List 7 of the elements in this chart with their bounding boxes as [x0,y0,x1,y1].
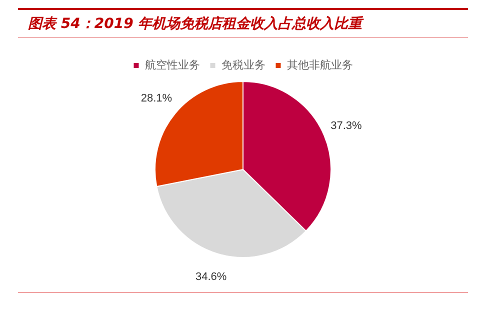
data-label: 28.1% [140,92,172,104]
legend-label: 免税业务 [221,58,266,72]
data-label: 34.6% [195,270,227,283]
chart-title: 图表 54：2019 年机场免税店租金收入占总收入比重 [27,14,365,34]
legend-label: 其他非航业务 [286,58,353,72]
data-label: 37.3% [330,120,362,132]
legend-label: 航空性业务 [144,58,200,72]
